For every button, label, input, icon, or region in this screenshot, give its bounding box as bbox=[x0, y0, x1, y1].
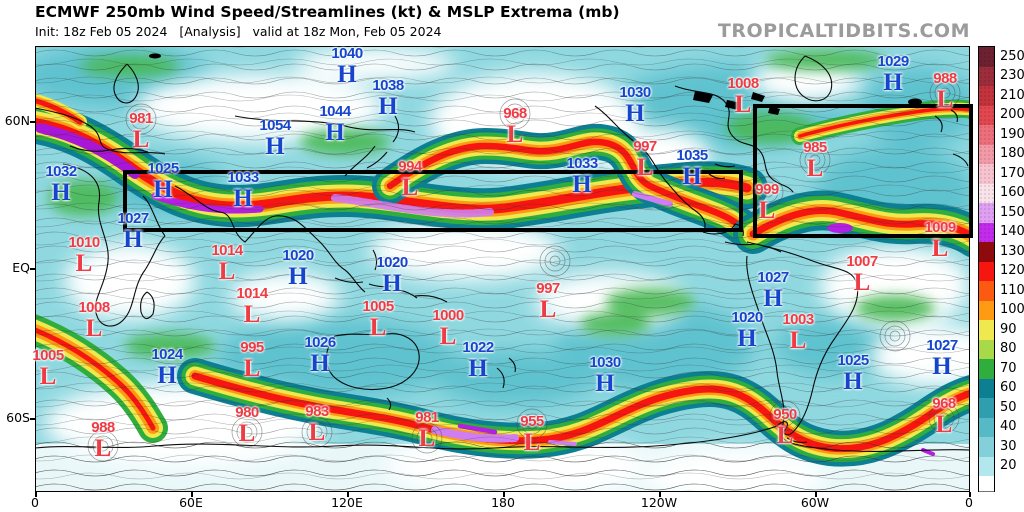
colorbar-swatch-60 bbox=[979, 378, 994, 399]
page-title: ECMWF 250mb Wind Speed/Streamlines (kt) … bbox=[35, 3, 620, 21]
lon-tick bbox=[347, 492, 349, 497]
lon-tick bbox=[815, 492, 817, 497]
colorbar-tick-120: 120 bbox=[1000, 263, 1024, 278]
colorbar-tick-60: 60 bbox=[1000, 380, 1017, 395]
colorbar-swatch-160 bbox=[979, 183, 994, 204]
colorbar-swatch-50 bbox=[979, 398, 994, 419]
colorbar-tick-180: 180 bbox=[1000, 146, 1024, 161]
lon-tick bbox=[659, 492, 661, 497]
lon-label-60e: 60E bbox=[179, 495, 203, 510]
lon-label-180: 180 bbox=[491, 495, 515, 510]
colorbar-tick-90: 90 bbox=[1000, 321, 1017, 337]
colorbar-tick-30: 30 bbox=[1000, 438, 1017, 454]
colorbar-tick-160: 160 bbox=[1000, 185, 1024, 200]
colorbar-swatch-40 bbox=[979, 417, 994, 438]
init-valid-subtitle: Init: 18z Feb 05 2024 [Analysis] valid a… bbox=[35, 24, 442, 39]
map-art bbox=[35, 46, 970, 492]
lon-label-120e: 120E bbox=[331, 495, 363, 510]
colorbar-tick-50: 50 bbox=[1000, 399, 1017, 415]
colorbar-tick-200: 200 bbox=[1000, 107, 1024, 122]
lon-tick bbox=[503, 492, 505, 497]
colorbar-tick-40: 40 bbox=[1000, 419, 1017, 434]
colorbar-labels: 250 230 210 200 190 180 170 160 150 140 130 120 110 1… bbox=[1000, 46, 1024, 492]
lon-label-0: 0 bbox=[965, 495, 973, 510]
colorbar-tick-140: 140 bbox=[1000, 224, 1024, 239]
colorbar-swatch-110 bbox=[979, 281, 994, 302]
colorbar-tick-100: 100 bbox=[1000, 302, 1024, 317]
colorbar-swatch-120 bbox=[979, 261, 994, 282]
colorbar-tick-170: 170 bbox=[1000, 165, 1024, 181]
colorbar-tick-250: 250 bbox=[1000, 48, 1024, 64]
colorbar-swatch-30 bbox=[979, 437, 994, 458]
wind-speed-colorbar bbox=[978, 46, 995, 492]
colorbar-swatch-190 bbox=[979, 125, 994, 146]
colorbar-swatch-210 bbox=[979, 86, 994, 107]
colorbar-tick-210: 210 bbox=[1000, 87, 1024, 103]
colorbar-tick-20: 20 bbox=[1000, 458, 1017, 473]
colorbar-swatch-min bbox=[979, 476, 994, 492]
colorbar-swatch-20 bbox=[979, 456, 994, 477]
lon-tick bbox=[35, 492, 37, 497]
colorbar-tick-230: 230 bbox=[1000, 68, 1024, 83]
lat-label-eq: EQ bbox=[12, 260, 30, 275]
lat-label-60s: 60S bbox=[6, 410, 30, 425]
colorbar-swatch-150 bbox=[979, 203, 994, 224]
colorbar-swatch-70 bbox=[979, 359, 994, 380]
map-border[interactable] bbox=[35, 46, 970, 492]
lon-tick bbox=[969, 492, 971, 497]
colorbar-swatch-140 bbox=[979, 222, 994, 243]
colorbar-swatch-200 bbox=[979, 105, 994, 126]
colorbar-tick-150: 150 bbox=[1000, 204, 1024, 220]
colorbar-swatch-250 bbox=[979, 47, 994, 68]
site-watermark: TROPICALTIDBITS.COM bbox=[717, 20, 970, 42]
colorbar-swatch-130 bbox=[979, 242, 994, 263]
lon-label-0: 0 bbox=[31, 495, 39, 510]
colorbar-swatch-170 bbox=[979, 164, 994, 185]
lat-label-60n: 60N bbox=[4, 113, 30, 128]
lon-label-120w: 120W bbox=[640, 495, 678, 510]
lon-tick bbox=[191, 492, 193, 497]
colorbar-swatch-100 bbox=[979, 300, 994, 321]
colorbar-tick-130: 130 bbox=[1000, 243, 1024, 259]
colorbar-swatch-230 bbox=[979, 66, 994, 87]
colorbar-swatch-90 bbox=[979, 320, 994, 341]
colorbar-swatch-80 bbox=[979, 339, 994, 360]
colorbar-swatch-180 bbox=[979, 144, 994, 165]
colorbar-tick-110: 110 bbox=[1000, 282, 1024, 298]
colorbar-tick-80: 80 bbox=[1000, 341, 1017, 356]
lon-label-60w: 60W bbox=[800, 495, 830, 510]
colorbar-tick-70: 70 bbox=[1000, 360, 1017, 376]
colorbar-tick-190: 190 bbox=[1000, 126, 1024, 142]
